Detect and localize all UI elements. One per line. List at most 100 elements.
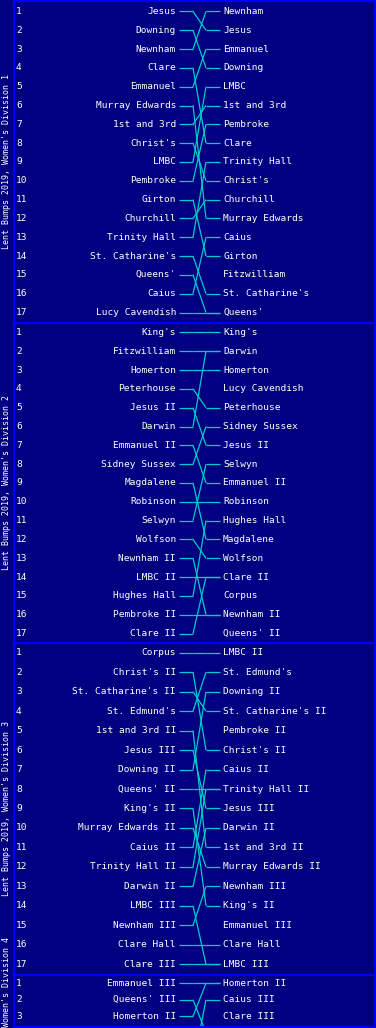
- Text: Murray Edwards: Murray Edwards: [223, 214, 303, 223]
- Text: Emmanuel: Emmanuel: [223, 44, 269, 53]
- Text: 6: 6: [16, 101, 22, 110]
- Text: King's II: King's II: [124, 804, 176, 813]
- Text: Trinity Hall: Trinity Hall: [223, 157, 292, 167]
- Text: Newnham II: Newnham II: [118, 554, 176, 562]
- Text: Darwin: Darwin: [223, 346, 258, 356]
- Text: 1: 1: [16, 979, 22, 988]
- Text: 1st and 3rd: 1st and 3rd: [223, 101, 286, 110]
- Text: 8: 8: [16, 460, 22, 469]
- Text: Peterhouse: Peterhouse: [118, 384, 176, 394]
- Text: 15: 15: [16, 270, 27, 280]
- Text: 2: 2: [16, 346, 22, 356]
- Text: 1: 1: [16, 649, 22, 657]
- Text: 12: 12: [16, 862, 27, 872]
- Text: Jesus II: Jesus II: [223, 441, 269, 450]
- Text: Sidney Sussex: Sidney Sussex: [101, 460, 176, 469]
- Text: Churchill: Churchill: [223, 195, 275, 205]
- Text: 16: 16: [16, 611, 27, 619]
- Text: 10: 10: [16, 498, 27, 506]
- Text: Caius II: Caius II: [223, 765, 269, 774]
- Text: LMBC: LMBC: [223, 82, 246, 91]
- Text: Murray Edwards: Murray Edwards: [96, 101, 176, 110]
- Text: King's II: King's II: [223, 902, 275, 911]
- Text: Girton: Girton: [141, 195, 176, 205]
- Text: 14: 14: [16, 252, 27, 260]
- Text: Magdalene: Magdalene: [223, 535, 275, 544]
- Text: Darwin II: Darwin II: [223, 823, 275, 833]
- Text: 1: 1: [16, 328, 22, 337]
- Text: Darwin II: Darwin II: [124, 882, 176, 891]
- Text: 15: 15: [16, 921, 27, 929]
- Text: Downing: Downing: [136, 26, 176, 35]
- Text: Pembroke II: Pembroke II: [223, 726, 286, 735]
- Text: 5: 5: [16, 82, 22, 91]
- Text: Lucy Cavendish: Lucy Cavendish: [96, 308, 176, 317]
- Text: Lent Bumps 2019, Women's Division 2: Lent Bumps 2019, Women's Division 2: [3, 396, 12, 571]
- Text: Clare: Clare: [147, 64, 176, 72]
- Text: Magdalene: Magdalene: [124, 478, 176, 487]
- Text: LMBC II: LMBC II: [223, 649, 263, 657]
- Text: Newnham: Newnham: [136, 44, 176, 53]
- Text: Downing II: Downing II: [223, 687, 280, 696]
- Text: Caius II: Caius II: [130, 843, 176, 852]
- Text: Jesus: Jesus: [147, 7, 176, 15]
- Text: 8: 8: [16, 784, 22, 794]
- Text: Corpus: Corpus: [223, 591, 258, 600]
- Text: Newnham: Newnham: [223, 7, 263, 15]
- Text: Clare II: Clare II: [130, 629, 176, 638]
- Text: Newnham III: Newnham III: [113, 921, 176, 929]
- Text: 3: 3: [16, 366, 22, 374]
- Text: Corpus: Corpus: [141, 649, 176, 657]
- Text: 9: 9: [16, 804, 22, 813]
- Text: Queens' II: Queens' II: [118, 784, 176, 794]
- Text: 9: 9: [16, 478, 22, 487]
- Text: 11: 11: [16, 843, 27, 852]
- Text: 8: 8: [16, 139, 22, 148]
- Text: St. Edmund's: St. Edmund's: [223, 668, 292, 676]
- Text: 1st and 3rd II: 1st and 3rd II: [96, 726, 176, 735]
- Text: Emmanuel II: Emmanuel II: [113, 441, 176, 450]
- Text: Peterhouse: Peterhouse: [223, 403, 280, 412]
- Text: 1: 1: [16, 7, 22, 15]
- Text: Christ's: Christ's: [130, 139, 176, 148]
- Text: Emmanuel: Emmanuel: [130, 82, 176, 91]
- Text: Christ's: Christ's: [223, 176, 269, 185]
- Text: Wolfson: Wolfson: [136, 535, 176, 544]
- Text: 2: 2: [16, 668, 22, 676]
- Text: Queens': Queens': [223, 308, 263, 317]
- Text: Jesus III: Jesus III: [124, 745, 176, 755]
- Text: 17: 17: [16, 629, 27, 638]
- Text: Clare II: Clare II: [223, 573, 269, 582]
- Text: LMBC III: LMBC III: [223, 960, 269, 968]
- Text: Lucy Cavendish: Lucy Cavendish: [223, 384, 303, 394]
- Text: Churchill: Churchill: [124, 214, 176, 223]
- Text: 3: 3: [16, 687, 22, 696]
- Text: Wolfson: Wolfson: [223, 554, 263, 562]
- Text: Clare: Clare: [223, 139, 252, 148]
- Text: 10: 10: [16, 823, 27, 833]
- Text: Sidney Sussex: Sidney Sussex: [223, 423, 298, 431]
- Text: Pembroke II: Pembroke II: [113, 611, 176, 619]
- Text: 10: 10: [16, 176, 27, 185]
- Text: 13: 13: [16, 554, 27, 562]
- Text: 13: 13: [16, 232, 27, 242]
- Text: LMBC: LMBC: [153, 157, 176, 167]
- Text: King's: King's: [141, 328, 176, 337]
- Text: 5: 5: [16, 726, 22, 735]
- Text: Christ's II: Christ's II: [113, 668, 176, 676]
- Text: Caius III: Caius III: [223, 995, 275, 1004]
- Text: 15: 15: [16, 591, 27, 600]
- Text: 16: 16: [16, 941, 27, 949]
- Text: Emmanuel II: Emmanuel II: [223, 478, 286, 487]
- Text: 14: 14: [16, 902, 27, 911]
- Text: Fitzwilliam: Fitzwilliam: [113, 346, 176, 356]
- Text: St. Catharine's: St. Catharine's: [90, 252, 176, 260]
- Text: Queens' II: Queens' II: [223, 629, 280, 638]
- Text: 4: 4: [16, 706, 22, 715]
- Text: St. Edmund's: St. Edmund's: [107, 706, 176, 715]
- Text: Clare III: Clare III: [223, 1012, 275, 1021]
- Text: Christ's II: Christ's II: [223, 745, 286, 755]
- Text: Downing: Downing: [223, 64, 263, 72]
- Text: Queens' III: Queens' III: [113, 995, 176, 1004]
- Text: 17: 17: [16, 960, 27, 968]
